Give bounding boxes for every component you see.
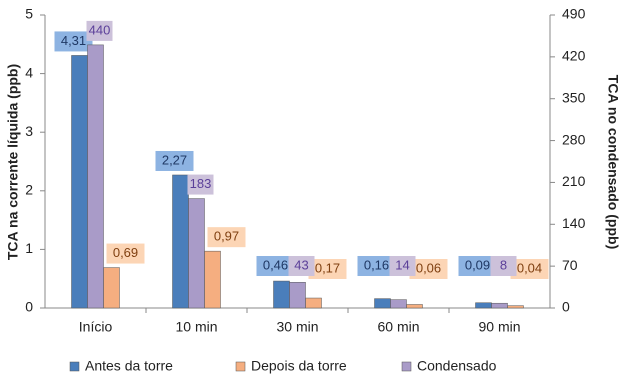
value-label-box [256,256,295,276]
y2-tick-label: 210 [562,173,586,189]
x-tick-label: 10 min [175,319,217,335]
value-label: 440 [89,22,111,37]
bar [390,299,407,309]
bar [491,302,508,309]
value-label-box [207,227,246,248]
value-label: 0,69 [113,245,138,260]
y2-tick-label: 0 [562,299,570,315]
y2-tick-label: 350 [562,89,586,105]
value-label: 4,31 [61,33,86,48]
value-label: 0,06 [416,260,441,275]
legend-swatch [235,361,246,372]
value-label: 43 [294,257,308,272]
value-label-box [86,20,113,41]
value-label-box [510,259,549,279]
x-tick-label: 60 min [377,319,419,335]
value-label-box [288,256,315,276]
value-label-box [106,243,145,264]
y2-tick-label: 140 [562,215,586,231]
bar [71,55,88,309]
bar [507,305,524,309]
bar [204,250,221,309]
value-label-box [357,256,396,276]
bar [475,302,492,309]
bar [289,282,306,309]
bar [406,304,423,309]
bar [87,44,104,309]
value-label: 0,09 [465,257,490,272]
legend-label: Condensado [417,358,497,374]
y-axis-title: TCA na corrente líquida (ppb) [5,64,21,260]
value-label-box [409,259,448,279]
y-tick-label: 4 [25,64,33,80]
legend-label: Antes da torre [85,358,173,374]
y2-tick-label: 420 [562,48,586,64]
value-label: 0,17 [315,260,340,275]
value-label: 0,46 [263,257,288,272]
legend-label: Depois da torre [251,358,347,374]
value-label-box [490,256,517,276]
value-label-box [155,150,194,171]
y2-tick-label: 280 [562,131,586,147]
bar [103,267,120,309]
x-tick-label: 30 min [276,319,318,335]
y-tick-label: 2 [25,182,33,198]
value-label: 8 [500,257,507,272]
bar [172,174,189,309]
x-tick-label: Início [79,319,113,335]
value-label: 0,04 [517,260,542,275]
y-tick-label: 1 [25,240,33,256]
y-tick-label: 3 [25,123,33,139]
y-tick-label: 5 [25,6,33,22]
legend-swatch [69,361,80,372]
value-label-box [389,256,416,276]
value-label: 14 [395,257,409,272]
y-tick-label: 0 [25,299,33,315]
value-label: 0,97 [214,229,239,244]
y2-tick-label: 490 [562,6,586,22]
y2-tick-label: 70 [562,257,578,273]
bar [374,298,391,309]
value-label-box [54,31,93,52]
value-label-box [187,174,214,195]
value-label-box [308,259,347,279]
bar [188,198,205,309]
value-label: 2,27 [162,152,187,167]
x-tick-label: 90 min [478,319,520,335]
y2-axis-title: TCA no condensado (ppb) [605,75,621,249]
bar [273,280,290,309]
value-label: 0,16 [364,257,389,272]
value-label: 183 [190,176,212,191]
bar [305,297,322,309]
legend-swatch [401,361,412,372]
value-label-box [458,256,497,276]
